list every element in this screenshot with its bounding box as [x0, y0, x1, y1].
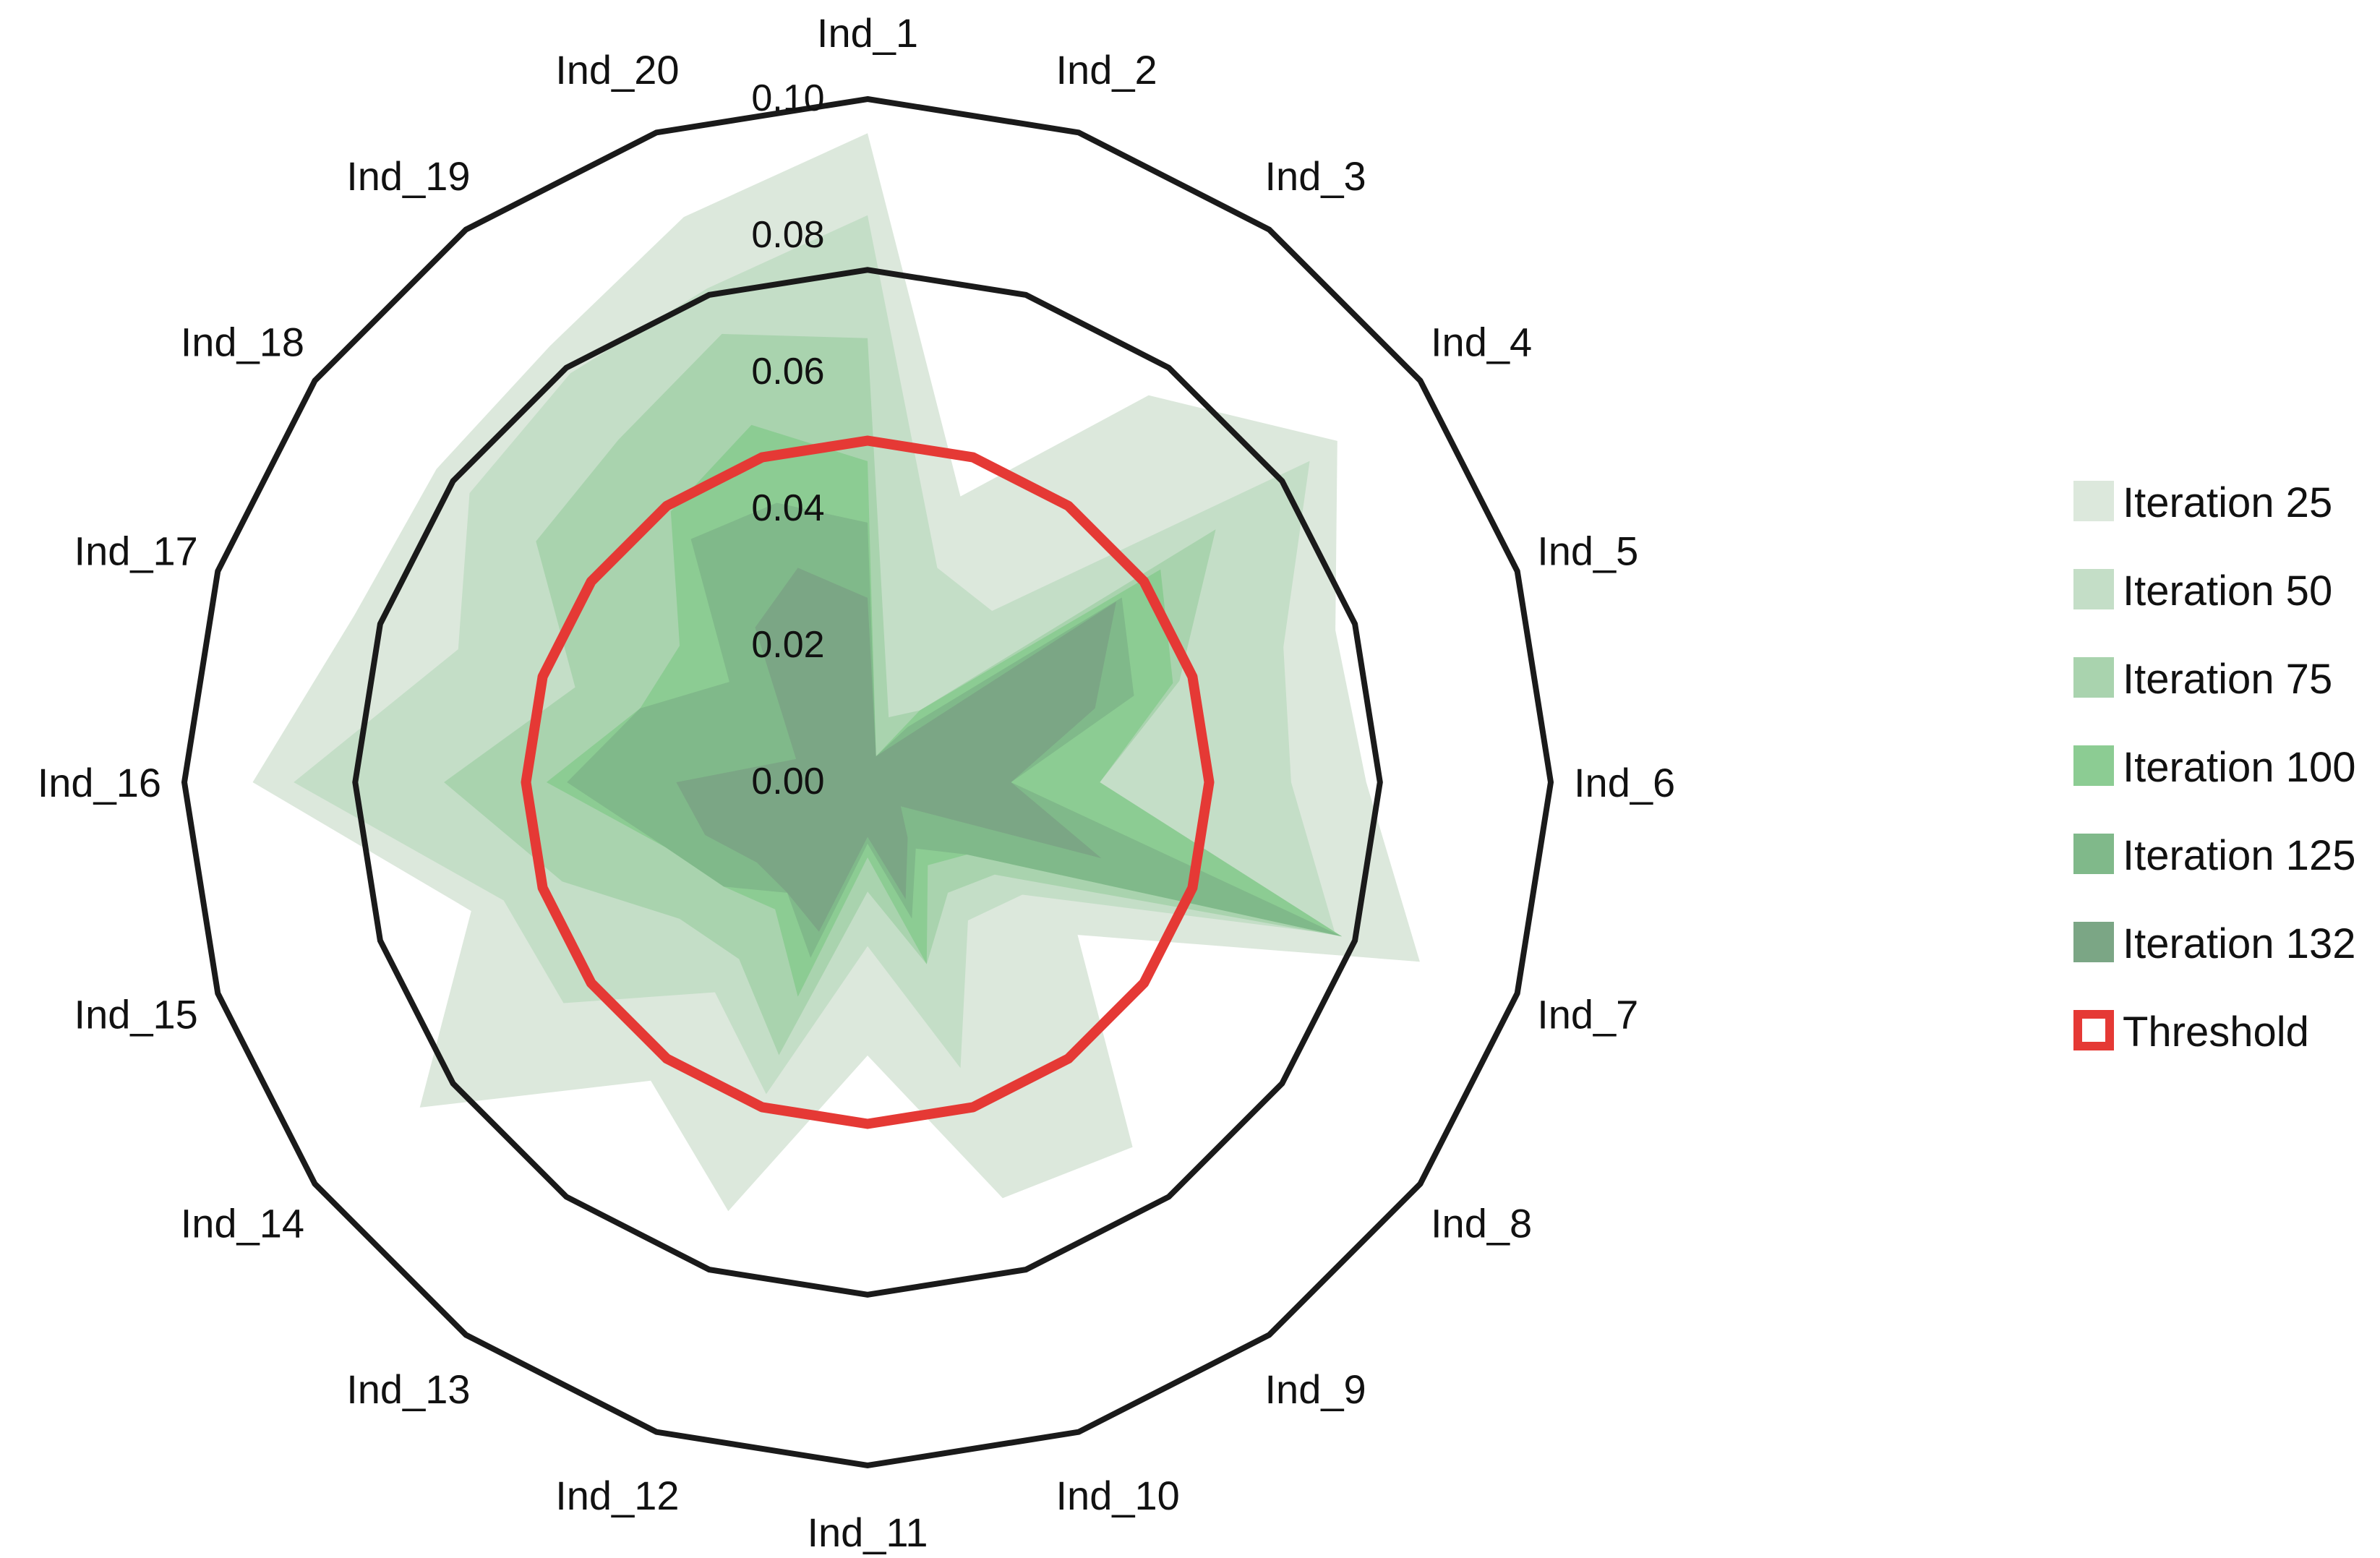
axis-label-ind-20: Ind_20: [555, 47, 679, 93]
legend-swatch: [2073, 834, 2114, 874]
axis-label-ind-4: Ind_4: [1431, 320, 1532, 365]
legend-label: Iteration 75: [2123, 656, 2332, 703]
axis-label-ind-17: Ind_17: [74, 528, 198, 574]
legend-swatch: [2073, 569, 2114, 609]
radial-tick-labels: 0.00 0.02 0.04 0.06 0.08 0.10: [751, 77, 824, 802]
axis-label-ind-16: Ind_16: [38, 760, 161, 805]
axis-label-ind-15: Ind_15: [74, 992, 198, 1037]
legend-label: Iteration 125: [2123, 832, 2355, 879]
legend-swatch: [2073, 745, 2114, 786]
legend-swatch-threshold: [2073, 1010, 2114, 1050]
axis-label-ind-7: Ind_7: [1537, 992, 1638, 1037]
axis-label-ind-8: Ind_8: [1431, 1201, 1532, 1246]
grid-ring-2: [352, 267, 1383, 1298]
axis-label-ind-10: Ind_10: [1056, 1473, 1180, 1518]
threshold-layer: [521, 435, 1215, 1129]
legend-swatch: [2073, 657, 2114, 698]
axis-label-ind-2: Ind_2: [1056, 47, 1157, 93]
legend-label: Iteration 50: [2123, 568, 2332, 615]
legend-swatch: [2073, 481, 2114, 521]
radial-tick-label: 0.08: [751, 214, 824, 256]
legend-label: Iteration 25: [2123, 479, 2332, 526]
legend-label-threshold: Threshold: [2123, 1009, 2309, 1056]
legend: Iteration 25 Iteration 50 Iteration 75 Iter…: [2073, 479, 2355, 1056]
axis-label-ind-11: Ind_11: [807, 1510, 928, 1555]
legend-label: Iteration 132: [2123, 920, 2355, 967]
radial-tick-label: 0.04: [751, 487, 824, 529]
radial-tick-label: 0.06: [751, 351, 824, 393]
axis-label-ind-1: Ind_1: [817, 10, 918, 56]
axis-labels: Ind_1 Ind_2 Ind_3 Ind_4 Ind_5 Ind_6 Ind_7 Ind_8…: [38, 10, 1675, 1555]
series-area-6: [676, 568, 1116, 932]
series-fills: [252, 133, 1420, 1212]
axis-label-ind-19: Ind_19: [346, 153, 470, 199]
threshold-ring: [521, 435, 1215, 1129]
axis-label-ind-18: Ind_18: [181, 320, 304, 365]
axis-label-ind-13: Ind_13: [346, 1366, 470, 1412]
axis-label-ind-9: Ind_9: [1265, 1366, 1366, 1412]
axis-label-ind-12: Ind_12: [555, 1473, 679, 1518]
radial-tick-label: 0.10: [751, 77, 824, 119]
legend-label: Iteration 100: [2123, 744, 2355, 791]
legend-swatch: [2073, 922, 2114, 962]
grid-ring-3: [181, 95, 1554, 1469]
radial-tick-label: 0.00: [751, 761, 824, 802]
axis-label-ind-14: Ind_14: [181, 1201, 304, 1246]
axis-label-ind-5: Ind_5: [1537, 528, 1638, 574]
axis-label-ind-3: Ind_3: [1265, 153, 1366, 199]
axis-label-ind-6: Ind_6: [1574, 760, 1675, 805]
radial-tick-label: 0.02: [751, 624, 824, 666]
